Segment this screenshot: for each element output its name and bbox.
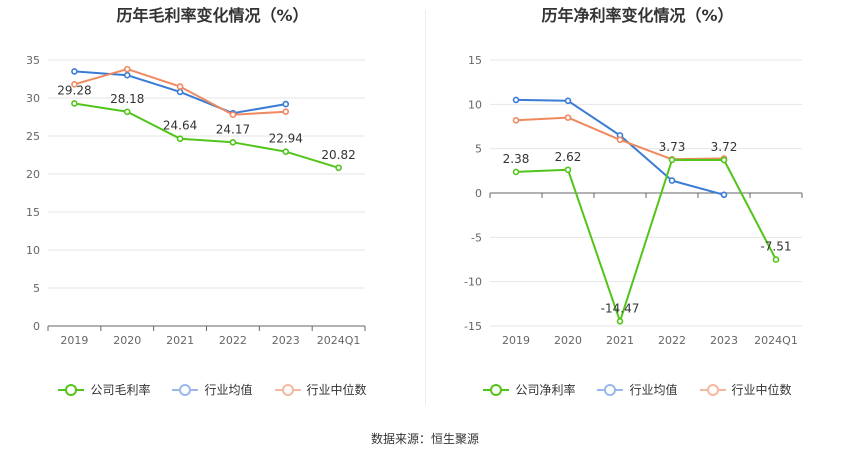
data-label: -7.51 [760, 240, 791, 254]
data-label: 28.18 [110, 92, 144, 106]
y-tick-label: 10 [468, 98, 482, 111]
data-point [564, 166, 572, 174]
net-margin-plot: -15 -10 -5 0 5 10 15 2019 2020 2021 2022 2023 2024Q1… [464, 54, 803, 347]
series-line-1 [515, 98, 725, 196]
legend-item-industry-median[interactable]: 行业中位数 [699, 381, 792, 398]
data-point [512, 168, 520, 176]
data-label: 3.72 [711, 140, 738, 154]
data-label: 3.73 [659, 140, 686, 154]
data-point [71, 100, 78, 107]
x-tick-label: 2021 [166, 334, 194, 347]
legend-label: 行业均值 [629, 383, 678, 397]
y-tick-label: 20 [26, 168, 40, 181]
data-point [282, 100, 290, 108]
line-marker-icon [172, 383, 199, 397]
y-tick-label: -10 [464, 276, 482, 289]
line-marker-icon [597, 383, 624, 397]
gross-margin-plot: 0 5 10 15 20 25 30 35 2019 2020 2021 2022 2023 2024Q1… [26, 54, 366, 347]
data-label: 2.62 [555, 150, 582, 164]
data-label: 24.17 [216, 122, 250, 136]
x-tick-label: 2019 [502, 334, 530, 347]
line-marker-icon [58, 383, 85, 397]
data-source-note: 数据来源：恒生聚源 [370, 432, 479, 446]
x-tick-label: 2023 [272, 334, 300, 347]
data-point [335, 164, 342, 172]
line-marker-icon [699, 383, 726, 397]
x-tick-label: 2024Q1 [317, 334, 361, 347]
y-tick-label: 30 [26, 92, 40, 105]
x-tick-label: 2020 [554, 334, 582, 347]
y-tick-label: 15 [26, 206, 40, 219]
data-point [512, 96, 520, 104]
legend-item-company-gross-margin[interactable]: 公司毛利率 [58, 381, 150, 398]
series-line-0 [515, 158, 777, 323]
data-point [282, 108, 290, 115]
data-point [772, 256, 780, 263]
y-tick-label: 0 [475, 187, 482, 200]
legend-label: 行业中位数 [731, 383, 792, 397]
data-point [176, 135, 184, 143]
data-point [123, 108, 131, 116]
y-tick-label: 5 [33, 282, 40, 295]
data-point [616, 318, 624, 325]
data-point [282, 148, 290, 155]
data-point [123, 65, 131, 73]
data-point [564, 114, 572, 121]
data-point [71, 68, 78, 75]
x-tick-label: 2019 [60, 334, 88, 347]
data-point [229, 139, 237, 146]
line-marker-icon [483, 383, 510, 397]
legend-label: 公司毛利率 [90, 383, 151, 397]
panel-divider [425, 10, 426, 405]
y-tick-label: 25 [26, 130, 40, 143]
gross-margin-legend: 公司毛利率 行业均值 行业中位数 [0, 381, 425, 398]
net-margin-title: 历年净利率变化情况（%） [541, 6, 734, 25]
data-label: 2.38 [503, 152, 530, 166]
data-label: 29.28 [57, 83, 91, 97]
y-tick-label: 15 [468, 54, 482, 67]
net-margin-chart: 历年净利率变化情况（%） -15 -10 -5 0 5 10 15 2019 2020 2021 2… [425, 0, 850, 420]
data-point [668, 177, 676, 184]
x-tick-label: 2022 [658, 334, 686, 347]
data-point [512, 116, 520, 124]
gross-margin-chart: 历年毛利率变化情况（%） 0 5 10 15 20 25 30 35 2019 2020 2021 2… [0, 0, 425, 420]
legend-item-industry-average[interactable]: 行业均值 [172, 381, 253, 398]
data-point [71, 81, 78, 88]
data-point [229, 111, 237, 119]
data-point [123, 71, 131, 79]
x-tick-label: 2020 [113, 334, 141, 347]
data-point [668, 156, 676, 164]
y-tick-label: -5 [471, 231, 482, 244]
data-label: 24.64 [163, 119, 197, 133]
y-tick-label: 0 [33, 320, 40, 333]
net-margin-legend: 公司净利率 行业均值 行业中位数 [425, 381, 850, 398]
legend-label: 行业均值 [204, 383, 253, 397]
legend-label: 行业中位数 [306, 383, 367, 397]
x-tick-label: 2024Q1 [754, 334, 798, 347]
data-point [616, 136, 624, 144]
data-point [720, 156, 728, 164]
legend-item-company-net-margin[interactable]: 公司净利率 [483, 381, 575, 398]
line-marker-icon [274, 383, 301, 397]
data-point [564, 97, 572, 105]
x-tick-label: 2023 [710, 334, 738, 347]
x-tick-label: 2022 [219, 334, 247, 347]
data-label: -14.47 [601, 301, 640, 315]
y-tick-label: -15 [464, 320, 482, 333]
data-label: 20.82 [321, 148, 355, 162]
data-point [176, 88, 184, 96]
x-tick-label: 2021 [606, 334, 634, 347]
series-line-0 [74, 102, 339, 169]
y-tick-label: 35 [26, 54, 40, 67]
data-point [720, 191, 728, 199]
gross-margin-title: 历年毛利率变化情况（%） [116, 6, 309, 25]
data-point [176, 83, 184, 90]
data-label: 22.94 [269, 132, 303, 146]
legend-item-industry-median[interactable]: 行业中位数 [274, 381, 367, 398]
y-tick-label: 5 [475, 143, 482, 156]
legend-label: 公司净利率 [515, 383, 576, 397]
y-tick-label: 10 [26, 244, 40, 257]
legend-item-industry-average[interactable]: 行业均值 [597, 381, 678, 398]
